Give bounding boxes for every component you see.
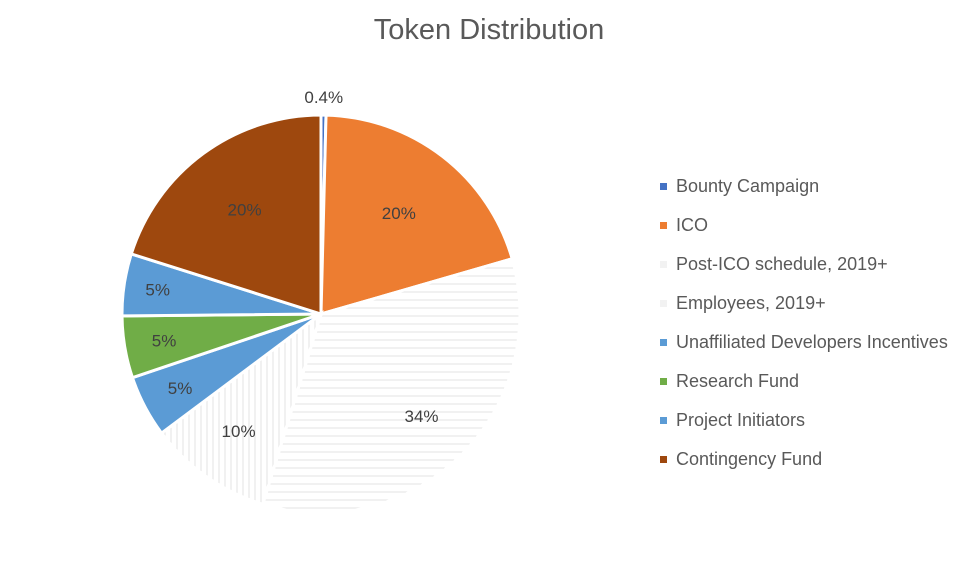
legend-swatch-unaffiliated [660, 339, 667, 346]
legend-label: Employees, 2019+ [676, 293, 826, 313]
legend-swatch-employees [660, 300, 667, 307]
pie-data-labels: 0.4% 20% 34% 10% 5% 5% 5% 20% [145, 88, 438, 441]
legend-item: Project Initiators [660, 401, 948, 440]
legend-swatch-research-fund [660, 378, 667, 385]
legend-swatch-bounty-campaign [660, 183, 667, 190]
legend-item: ICO [660, 206, 948, 245]
data-label-unaffiliated-developers-incentives: 5% [145, 281, 170, 300]
data-label-research-fund: 5% [152, 332, 177, 351]
data-label-contingency-fund: 20% [228, 201, 262, 220]
legend-swatch-project-initiators [660, 417, 667, 424]
legend-swatch-ico [660, 222, 667, 229]
legend-label: Bounty Campaign [676, 176, 820, 196]
data-label-employees-2019: 10% [222, 422, 256, 441]
pie-slices [120, 113, 522, 515]
legend-swatch-post-ico [660, 261, 667, 268]
chart-title: Token Distribution [373, 14, 605, 46]
legend-label: Contingency Fund [676, 449, 823, 469]
legend-item: Unaffiliated Developers Incentives [660, 323, 948, 362]
legend-label: ICO [676, 215, 709, 235]
data-label-bounty-campaign: 0.4% [304, 88, 343, 107]
legend-item: Research Fund [660, 362, 948, 401]
legend: Bounty Campaign ICO Post-ICO schedule, 2… [660, 167, 948, 479]
data-label-ico: 20% [382, 204, 416, 223]
data-label-post-ico-schedule-2019: 34% [404, 407, 438, 426]
data-label-project-initiators: 5% [168, 379, 193, 398]
legend-swatch-contingency-fund [660, 456, 667, 463]
legend-label: Project Initiators [676, 410, 806, 430]
pie-slice-post-ico-schedule-2019 [260, 256, 522, 515]
pie-slice-employees-2019 [159, 310, 324, 507]
legend-item: Contingency Fund [660, 440, 948, 479]
legend-label: Unaffiliated Developers Incentives [676, 332, 948, 352]
legend-item: Post-ICO schedule, 2019+ [660, 245, 948, 284]
pie-slice-ico [319, 113, 515, 317]
legend-label: Post-ICO schedule, 2019+ [676, 254, 888, 274]
legend-item: Employees, 2019+ [660, 284, 948, 323]
legend-label: Research Fund [676, 371, 800, 391]
pie-slice-contingency-fund [129, 113, 323, 317]
legend-item: Bounty Campaign [660, 167, 948, 206]
